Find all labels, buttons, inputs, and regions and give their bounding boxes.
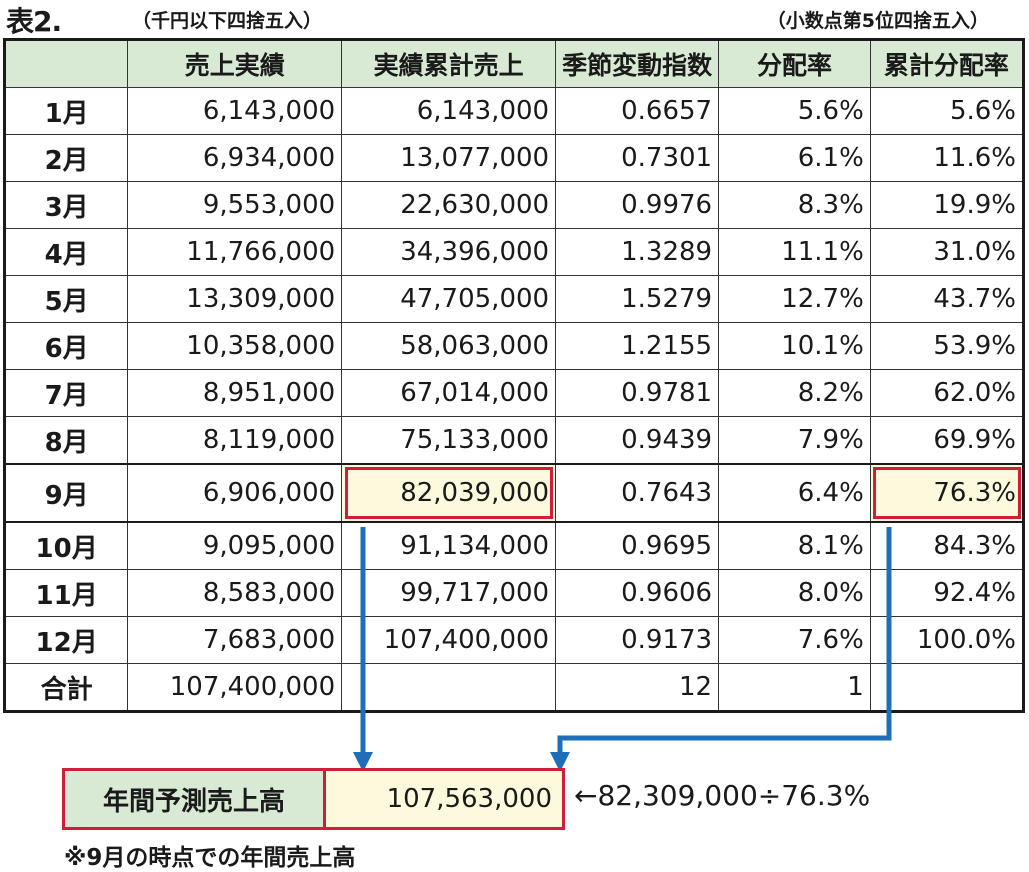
- cell-cumulative-share: 53.9%: [869, 322, 1025, 370]
- forecast-label: 年間予測売上高: [62, 768, 326, 830]
- header-cell-blank: [3, 39, 129, 88]
- sales-table: 売上実績 実績累計売上 季節変動指数 分配率 累計分配率 1月 6,143,000…: [3, 38, 1025, 713]
- arrow-down-left-share: [550, 527, 892, 772]
- cell-seasonal-index: 0.7643: [555, 463, 720, 523]
- table-row: 1月 6,143,000 6,143,000 0.6657 5.6% 5.6%: [3, 87, 1025, 135]
- footnote: ※9月の時点での年間売上高: [64, 845, 356, 871]
- table-row: 11月 8,583,000 99,717,000 0.9606 8.0% 92.4%: [3, 569, 1025, 617]
- cell-cumulative-sales: 58,063,000: [341, 322, 557, 370]
- cell-cumulative-share: 31.0%: [869, 228, 1025, 276]
- cell-seasonal-index: 0.9695: [555, 521, 720, 570]
- header-cell-sales: 売上実績: [127, 39, 343, 88]
- table-row: 6月 10,358,000 58,063,000 1.2155 10.1% 53.9%: [3, 322, 1025, 370]
- cell-seasonal-index: 0.6657: [555, 87, 720, 135]
- cell-cumulative-share: 19.9%: [869, 181, 1025, 229]
- cell-cumulative-sales: 13,077,000: [341, 134, 557, 182]
- cell-seasonal-index: 1.2155: [555, 322, 720, 370]
- cell-cumulative-share: 100.0%: [869, 616, 1025, 664]
- cell-cumulative-sales: 6,143,000: [341, 87, 557, 135]
- rounding-note-thousands: （千円以下四捨五入）: [132, 10, 323, 32]
- table-header-row: 売上実績 実績累計売上 季節変動指数 分配率 累計分配率: [3, 39, 1025, 88]
- cell-sales: 8,119,000: [127, 416, 343, 465]
- cell-cumulative-sales: 47,705,000: [341, 275, 557, 323]
- cell-sales: 6,934,000: [127, 134, 343, 182]
- cell-share: 10.1%: [718, 322, 871, 370]
- cell-cumulative-sales: [341, 663, 557, 712]
- cell-sales: 9,553,000: [127, 181, 343, 229]
- cell-month: 合計: [3, 663, 129, 712]
- cell-cumulative-sales: 107,400,000: [341, 616, 557, 664]
- cell-cumulative-share: 92.4%: [869, 569, 1025, 617]
- cell-seasonal-index: 1.5279: [555, 275, 720, 323]
- cell-month: 7月: [3, 369, 129, 417]
- cell-share: 8.0%: [718, 569, 871, 617]
- header-cell-share: 分配率: [718, 39, 871, 88]
- forecast-box: 年間予測売上高 107,563,000: [62, 768, 565, 830]
- cell-share: 5.6%: [718, 87, 871, 135]
- cell-month: 5月: [3, 275, 129, 323]
- cell-month: 9月: [3, 463, 129, 523]
- cell-cumulative-share: 62.0%: [869, 369, 1025, 417]
- cell-sales: 8,951,000: [127, 369, 343, 417]
- cell-cumulative-sales: 75,133,000: [341, 416, 557, 465]
- cell-cumulative-share: 11.6%: [869, 134, 1025, 182]
- table-row: 8月 8,119,000 75,133,000 0.9439 7.9% 69.9%: [3, 416, 1025, 465]
- cell-sales: 9,095,000: [127, 521, 343, 570]
- header-cell-seasonal-index: 季節変動指数: [555, 39, 720, 88]
- table-row: 2月 6,934,000 13,077,000 0.7301 6.1% 11.6%: [3, 134, 1025, 182]
- cell-sales: 6,906,000: [127, 463, 343, 523]
- table-row: 12月 7,683,000 107,400,000 0.9173 7.6% 100.0%: [3, 616, 1025, 664]
- table-row: 10月 9,095,000 91,134,000 0.9695 8.1% 84.3%: [3, 521, 1025, 570]
- cell-seasonal-index: 0.9606: [555, 569, 720, 617]
- table-row: 7月 8,951,000 67,014,000 0.9781 8.2% 62.0%: [3, 369, 1025, 417]
- cell-cumulative-sales: 91,134,000: [341, 521, 557, 570]
- cell-cumulative-sales: 22,630,000: [341, 181, 557, 229]
- cell-seasonal-index: 0.9439: [555, 416, 720, 465]
- cell-sales: 107,400,000: [127, 663, 343, 712]
- cell-seasonal-index: 1.3289: [555, 228, 720, 276]
- table-row: 合計 107,400,000 12 1: [3, 663, 1025, 712]
- cell-share: 8.2%: [718, 369, 871, 417]
- cell-share: 1: [718, 663, 871, 712]
- cell-share: 7.6%: [718, 616, 871, 664]
- table-row: 9月 6,906,000 82,039,000 0.7643 6.4% 76.3%: [3, 463, 1025, 523]
- cell-cumulative-sales: 99,717,000: [341, 569, 557, 617]
- cell-month: 3月: [3, 181, 129, 229]
- cell-cumulative-share: [869, 663, 1025, 712]
- cell-cumulative-share: 43.7%: [869, 275, 1025, 323]
- cell-month: 1月: [3, 87, 129, 135]
- cell-share: 8.3%: [718, 181, 871, 229]
- cell-month: 8月: [3, 416, 129, 465]
- cell-cumulative-sales: 34,396,000: [341, 228, 557, 276]
- rounding-note-decimal: （小数点第5位四捨五入）: [766, 10, 989, 32]
- forecast-value: 107,563,000: [326, 768, 565, 830]
- header-cell-cumulative-sales: 実績累計売上: [341, 39, 557, 88]
- cell-month: 10月: [3, 521, 129, 570]
- cell-cumulative-sales: 82,039,000: [341, 463, 557, 523]
- cell-cumulative-share: 5.6%: [869, 87, 1025, 135]
- table-row: 4月 11,766,000 34,396,000 1.3289 11.1% 31.0%: [3, 228, 1025, 276]
- cell-share: 8.1%: [718, 521, 871, 570]
- cell-seasonal-index: 0.7301: [555, 134, 720, 182]
- forecast-formula: ←82,309,000÷76.3%: [574, 779, 871, 812]
- cell-seasonal-index: 0.9173: [555, 616, 720, 664]
- cell-sales: 11,766,000: [127, 228, 343, 276]
- cell-cumulative-share: 76.3%: [869, 463, 1025, 523]
- table-title: 表2.: [6, 5, 62, 38]
- cell-month: 12月: [3, 616, 129, 664]
- cell-seasonal-index: 12: [555, 663, 720, 712]
- cell-month: 2月: [3, 134, 129, 182]
- cell-sales: 10,358,000: [127, 322, 343, 370]
- cell-sales: 13,309,000: [127, 275, 343, 323]
- cell-cumulative-sales: 67,014,000: [341, 369, 557, 417]
- table-row: 5月 13,309,000 47,705,000 1.5279 12.7% 43.7%: [3, 275, 1025, 323]
- cell-sales: 8,583,000: [127, 569, 343, 617]
- cell-seasonal-index: 0.9781: [555, 369, 720, 417]
- cell-share: 11.1%: [718, 228, 871, 276]
- cell-sales: 7,683,000: [127, 616, 343, 664]
